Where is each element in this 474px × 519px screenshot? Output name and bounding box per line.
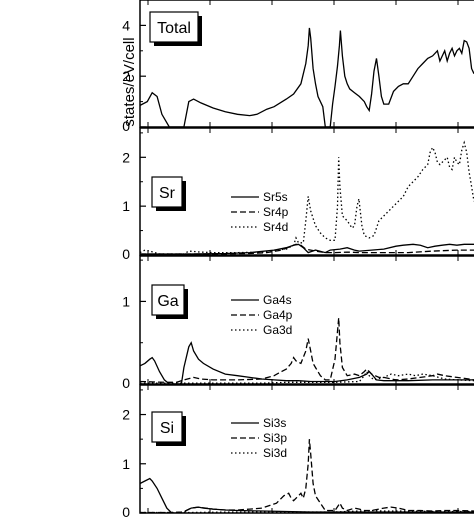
y-tick-label: 1 [122,456,130,472]
series-line-si3d [140,509,474,513]
panel-frame [139,255,474,385]
series-line-si3s [140,477,474,513]
series-line-sr4d [140,140,474,255]
panel-label-box [151,284,185,316]
legend-label-si3s: Si3s [263,416,286,430]
legend-label-ga4s: Ga4s [263,293,292,307]
panel-frame [139,127,474,256]
y-tick-label: 1 [122,293,130,309]
panel-label-box [151,176,183,208]
y-axis-title: states/eV/cell [121,37,138,126]
panel-label-box [149,11,199,43]
y-tick-label: 4 [122,17,130,33]
series-line-si3p [140,439,474,513]
y-tick-label: 0 [122,246,130,262]
y-tick-label: 0 [122,118,130,134]
legend-label-sr5s: Sr5s [263,190,288,204]
panel-frame [139,384,474,514]
panel-label: Si [160,420,174,437]
series-line-total [140,27,474,127]
y-tick-label: 2 [122,149,130,165]
y-tick-label: 0 [122,375,130,391]
series-line-ga4p [140,317,474,383]
y-tick-label: 2 [122,407,130,423]
panel-frame [139,0,474,128]
legend-label-si3p: Si3p [263,431,287,445]
y-tick-label: 0 [122,504,130,519]
panel-label: Ga [157,293,178,310]
panel-label-box [151,411,183,443]
legend-label-ga3d: Ga3d [263,323,292,337]
legend-label-ga4p: Ga4p [263,308,293,322]
legend-label-sr4p: Sr4p [263,205,289,219]
series-line-sr4p [140,243,474,255]
panel-total: 0 2 4 Total [122,0,474,134]
panel-label: Total [157,20,191,37]
legend-label-si3d: Si3d [263,446,287,460]
panel-label: Sr [159,185,176,202]
y-tick-label: 1 [122,198,130,214]
y-tick-label: 2 [122,68,130,84]
legend-label-sr4d: Sr4d [263,220,288,234]
series-line-ga3d [140,370,474,384]
series-line-sr5s [140,243,474,255]
